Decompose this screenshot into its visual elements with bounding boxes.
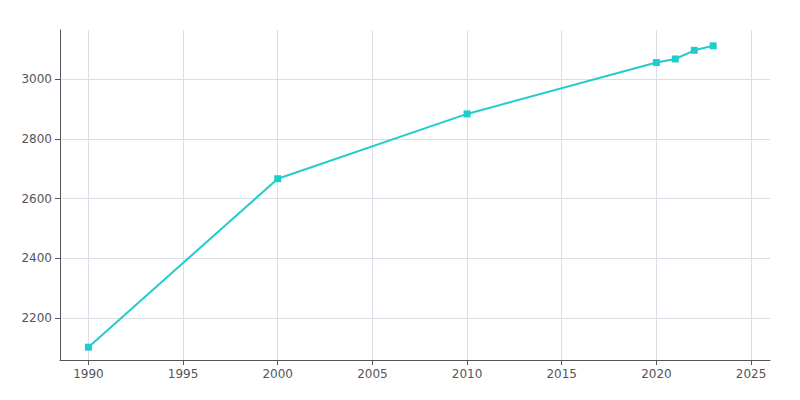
svg-text:2400: 2400 (21, 251, 52, 265)
svg-text:1990: 1990 (73, 367, 104, 381)
svg-text:1995: 1995 (168, 367, 199, 381)
svg-text:2200: 2200 (21, 311, 52, 325)
svg-text:3000: 3000 (21, 72, 52, 86)
svg-text:2600: 2600 (21, 192, 52, 206)
svg-text:2005: 2005 (357, 367, 388, 381)
svg-text:2010: 2010 (452, 367, 483, 381)
svg-text:2020: 2020 (641, 367, 672, 381)
svg-text:2000: 2000 (262, 367, 293, 381)
svg-text:2800: 2800 (21, 132, 52, 146)
svg-text:2025: 2025 (736, 367, 767, 381)
svg-text:2015: 2015 (546, 367, 577, 381)
